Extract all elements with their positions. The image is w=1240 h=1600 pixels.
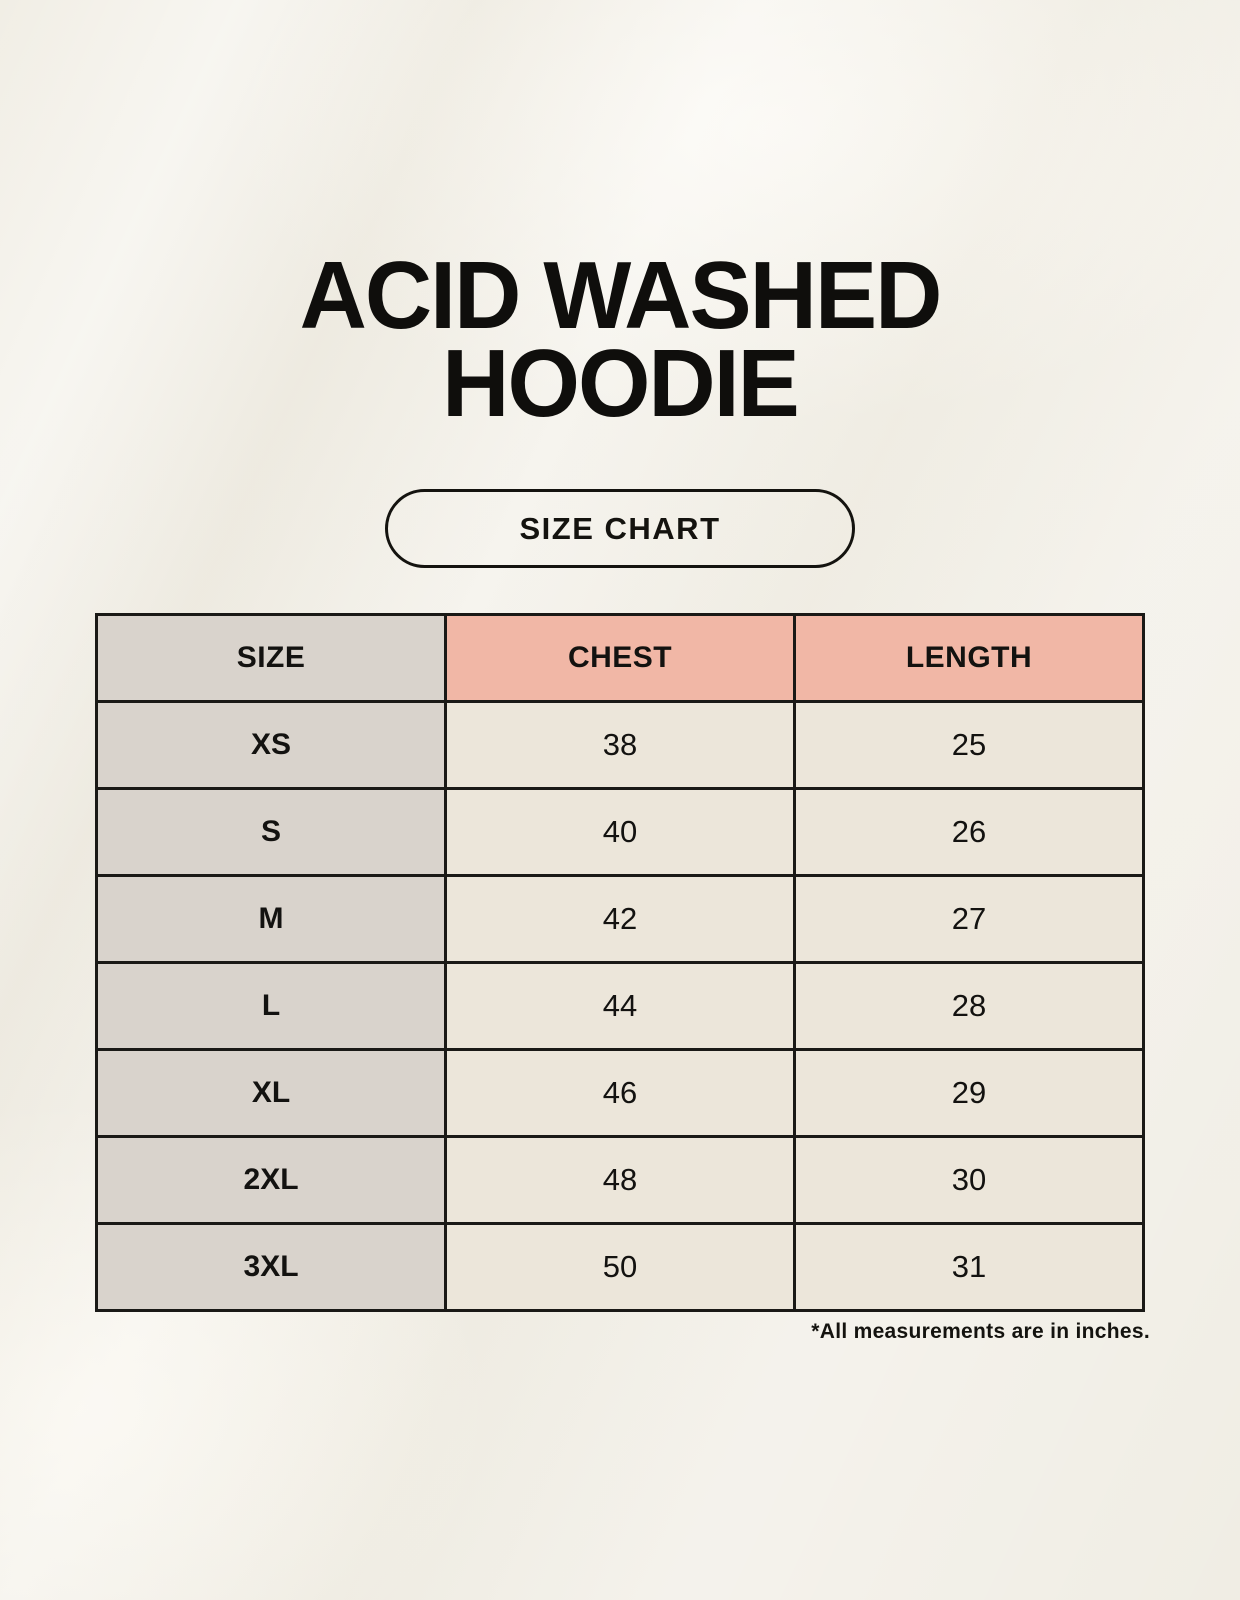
size-cell: 2XL — [94, 1135, 448, 1225]
length-cell: 30 — [793, 1135, 1145, 1225]
table-header-row: SIZE CHEST LENGTH — [94, 613, 1145, 703]
table-row: S 40 26 — [94, 787, 1145, 877]
page-title-line2: HOODIE — [442, 330, 800, 437]
size-chart-badge: SIZE CHART — [385, 489, 855, 568]
table-row: 3XL 50 31 — [94, 1222, 1145, 1312]
page-title-line1: ACID WASHED — [299, 242, 943, 349]
length-cell: 29 — [793, 1048, 1145, 1138]
size-chart-table: SIZE CHEST LENGTH XS 38 25 S 40 26 M 42 … — [94, 613, 1145, 1312]
column-header-length: LENGTH — [793, 613, 1145, 703]
size-cell: XL — [94, 1048, 448, 1138]
size-cell: S — [94, 787, 448, 877]
column-header-size: SIZE — [94, 613, 448, 703]
size-cell: L — [94, 961, 448, 1051]
length-cell: 25 — [793, 700, 1145, 790]
chest-cell: 46 — [444, 1048, 797, 1138]
table-row: XL 46 29 — [94, 1048, 1145, 1138]
chest-cell: 38 — [444, 700, 797, 790]
chest-cell: 42 — [444, 874, 797, 964]
chest-cell: 44 — [444, 961, 797, 1051]
column-header-chest: CHEST — [444, 613, 797, 703]
table-row: M 42 27 — [94, 874, 1145, 964]
length-cell: 26 — [793, 787, 1145, 877]
size-cell: XS — [94, 700, 448, 790]
size-chart-badge-label: SIZE CHART — [519, 510, 721, 546]
length-cell: 27 — [793, 874, 1145, 964]
chest-cell: 40 — [444, 787, 797, 877]
size-cell: M — [94, 874, 448, 964]
length-cell: 28 — [793, 961, 1145, 1051]
table-row: L 44 28 — [94, 961, 1145, 1051]
table-row: XS 38 25 — [94, 700, 1145, 790]
length-cell: 31 — [793, 1222, 1145, 1312]
size-cell: 3XL — [94, 1222, 448, 1312]
measurements-note: *All measurements are in inches. — [811, 1320, 1150, 1343]
chest-cell: 50 — [444, 1222, 797, 1312]
chest-cell: 48 — [444, 1135, 797, 1225]
page-title: ACID WASHED HOODIE — [19, 242, 1222, 437]
table-row: 2XL 48 30 — [94, 1135, 1145, 1225]
